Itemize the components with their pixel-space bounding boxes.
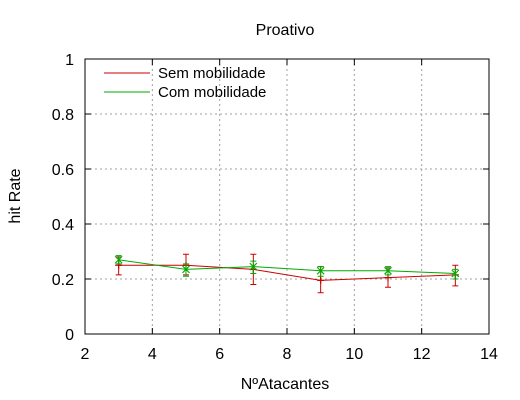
data-point-sem-mobilidade [317, 276, 325, 284]
y-tick-label: 0 [65, 327, 74, 344]
y-tick-label: 0.8 [52, 107, 74, 124]
series-line-sem-mobilidade [118, 264, 456, 281]
x-tick-label: 8 [283, 346, 292, 363]
series-line-com-mobilidade [118, 259, 456, 274]
chart-title: Proativo [256, 22, 315, 39]
x-tick-label: 14 [480, 346, 498, 363]
y-tick-label: 0.2 [52, 272, 74, 289]
y-tick-label: 0.4 [52, 217, 74, 234]
legend: Sem mobilidade Com mobilidade [104, 65, 266, 101]
x-tick-label: 10 [345, 346, 363, 363]
x-tick-label: 2 [81, 346, 90, 363]
legend-label-sem-mobilidade: Sem mobilidade [158, 65, 266, 82]
y-tick-label: 1 [65, 52, 74, 69]
data-point-com-mobilidade [451, 269, 460, 278]
x-tick-label: 4 [148, 346, 157, 363]
legend-label-com-mobilidade: Com mobilidade [158, 84, 266, 101]
data-point-com-mobilidade [182, 265, 190, 274]
data-point-com-mobilidade [114, 255, 123, 264]
data-point-com-mobilidade [249, 262, 258, 271]
grid-layer [85, 59, 489, 334]
data-point-com-mobilidade [316, 266, 325, 275]
series-layer [114, 253, 460, 294]
ticks-layer: 2 4 6 8 10 12 14 0 0.2 0.4 0.6 0.8 1 [52, 52, 498, 363]
y-axis-label: hit Rate [7, 168, 24, 223]
x-tick-label: 6 [215, 346, 224, 363]
data-point-com-mobilidade [384, 266, 392, 275]
y-tick-label: 0.6 [52, 162, 74, 179]
x-tick-label: 12 [413, 346, 431, 363]
x-axis-label: NºAtacantes [241, 376, 330, 393]
